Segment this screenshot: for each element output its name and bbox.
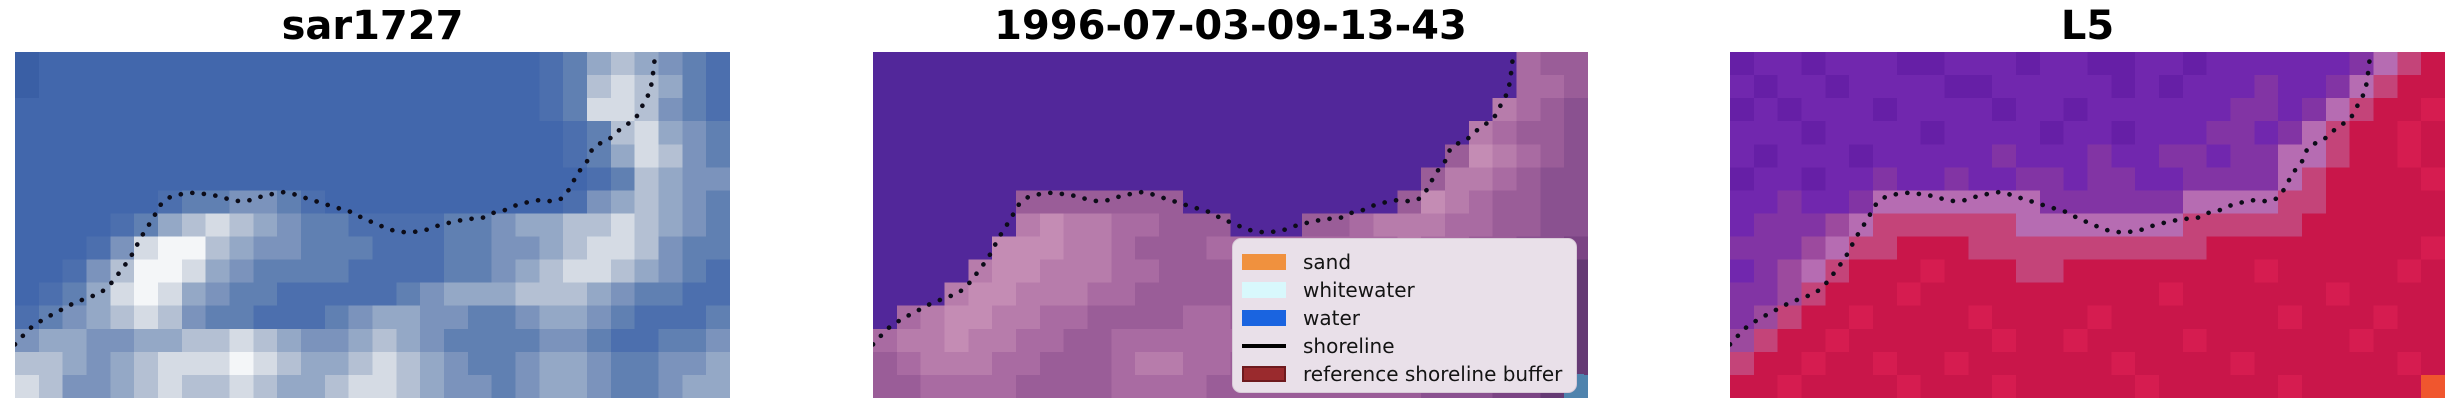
panel-classified: 1996-07-03-09-13-43 sand whitewater water s… [873,0,1588,398]
legend-label: sand [1303,250,1352,274]
panel-title-sar: sar1727 [281,3,464,49]
legend-item-shoreline: shoreline [1242,332,1566,360]
legend-swatch-whitewater [1242,282,1286,298]
panel-l5: L5 [1730,0,2445,398]
legend-item-whitewater: whitewater [1242,276,1566,304]
sand-pixel [2437,385,2445,398]
l5-image-area [1730,52,2445,398]
panel-sar: sar1727 [15,0,730,398]
l5-image [1730,52,2445,398]
classified-image-area: sand whitewater water shoreline reference sh… [873,52,1588,398]
legend-swatch-sand [1242,254,1286,270]
legend-label: shoreline [1303,334,1395,358]
legend-swatch-water [1242,310,1286,326]
legend-item-reference-shoreline-buffer: reference shoreline buffer [1242,360,1566,388]
legend-label: reference shoreline buffer [1303,362,1563,386]
legend-swatch-shoreline [1242,344,1286,348]
sar-image-area [15,52,730,398]
panel-title-date: 1996-07-03-09-13-43 [994,3,1467,49]
panel-title-l5: L5 [2060,3,2115,49]
legend-item-water: water [1242,304,1566,332]
legend: sand whitewater water shoreline reference sh… [1232,238,1577,393]
legend-label: water [1303,306,1360,330]
legend-swatch-reference-shoreline-buffer [1242,366,1286,382]
legend-item-sand: sand [1242,248,1566,276]
legend-label: whitewater [1303,278,1415,302]
sar-image [15,52,730,398]
